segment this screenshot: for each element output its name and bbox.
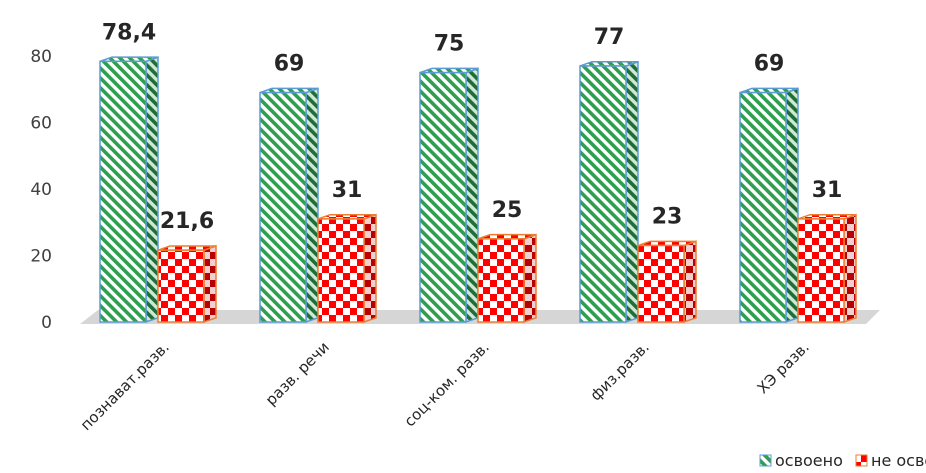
x-tick-label: разв. речи xyxy=(262,338,333,409)
data-label: 25 xyxy=(492,198,523,223)
bar-ne-osvoeno xyxy=(477,233,537,324)
bar-ne-osvoeno xyxy=(157,244,217,324)
x-tick-label: физ.разв. xyxy=(587,338,653,404)
bar-ne-osvoeno xyxy=(637,240,697,324)
data-labels: 78,4 21,6 69 31 75 25 77 23 69 31 xyxy=(102,20,842,234)
bar-osvoeno xyxy=(419,67,479,324)
data-label: 75 xyxy=(434,32,465,57)
bar-osvoeno xyxy=(259,87,319,324)
data-label: 77 xyxy=(594,25,625,50)
y-tick-label: 60 xyxy=(30,114,52,134)
y-tick-label: 40 xyxy=(30,180,52,200)
y-axis: 0 20 40 60 80 xyxy=(30,47,52,333)
data-label: 31 xyxy=(332,178,363,203)
x-tick-label: познават.разв. xyxy=(77,338,173,434)
legend-label: освоено xyxy=(775,451,843,470)
data-label: 21,6 xyxy=(160,209,214,234)
x-tick-label: ХЭ разв. xyxy=(754,338,813,397)
legend-swatch xyxy=(855,454,868,467)
data-label: 69 xyxy=(274,52,305,77)
bars xyxy=(99,56,857,324)
legend-item-ne-osvoeno: не освоено xyxy=(855,451,926,470)
legend: освоено не освоено xyxy=(759,451,926,470)
x-axis: познават.разв. разв. речи соц-ком. разв. фи… xyxy=(77,338,813,434)
bar-ne-osvoeno xyxy=(797,213,857,324)
y-tick-label: 20 xyxy=(30,247,52,267)
legend-swatch xyxy=(759,454,772,467)
data-label: 31 xyxy=(812,178,843,203)
bar-osvoeno xyxy=(579,60,639,324)
bar-ne-osvoeno xyxy=(317,213,377,324)
legend-item-osvoeno: освоено xyxy=(759,451,843,470)
data-label: 23 xyxy=(652,205,683,230)
legend-label: не освоено xyxy=(871,451,926,470)
y-tick-label: 80 xyxy=(30,47,52,67)
data-label: 78,4 xyxy=(102,20,156,45)
y-tick-label: 0 xyxy=(41,313,52,333)
bar-osvoeno xyxy=(99,56,159,324)
x-tick-label: соц-ком. разв. xyxy=(401,338,493,430)
data-label: 69 xyxy=(754,52,785,77)
bar-osvoeno xyxy=(739,87,799,324)
